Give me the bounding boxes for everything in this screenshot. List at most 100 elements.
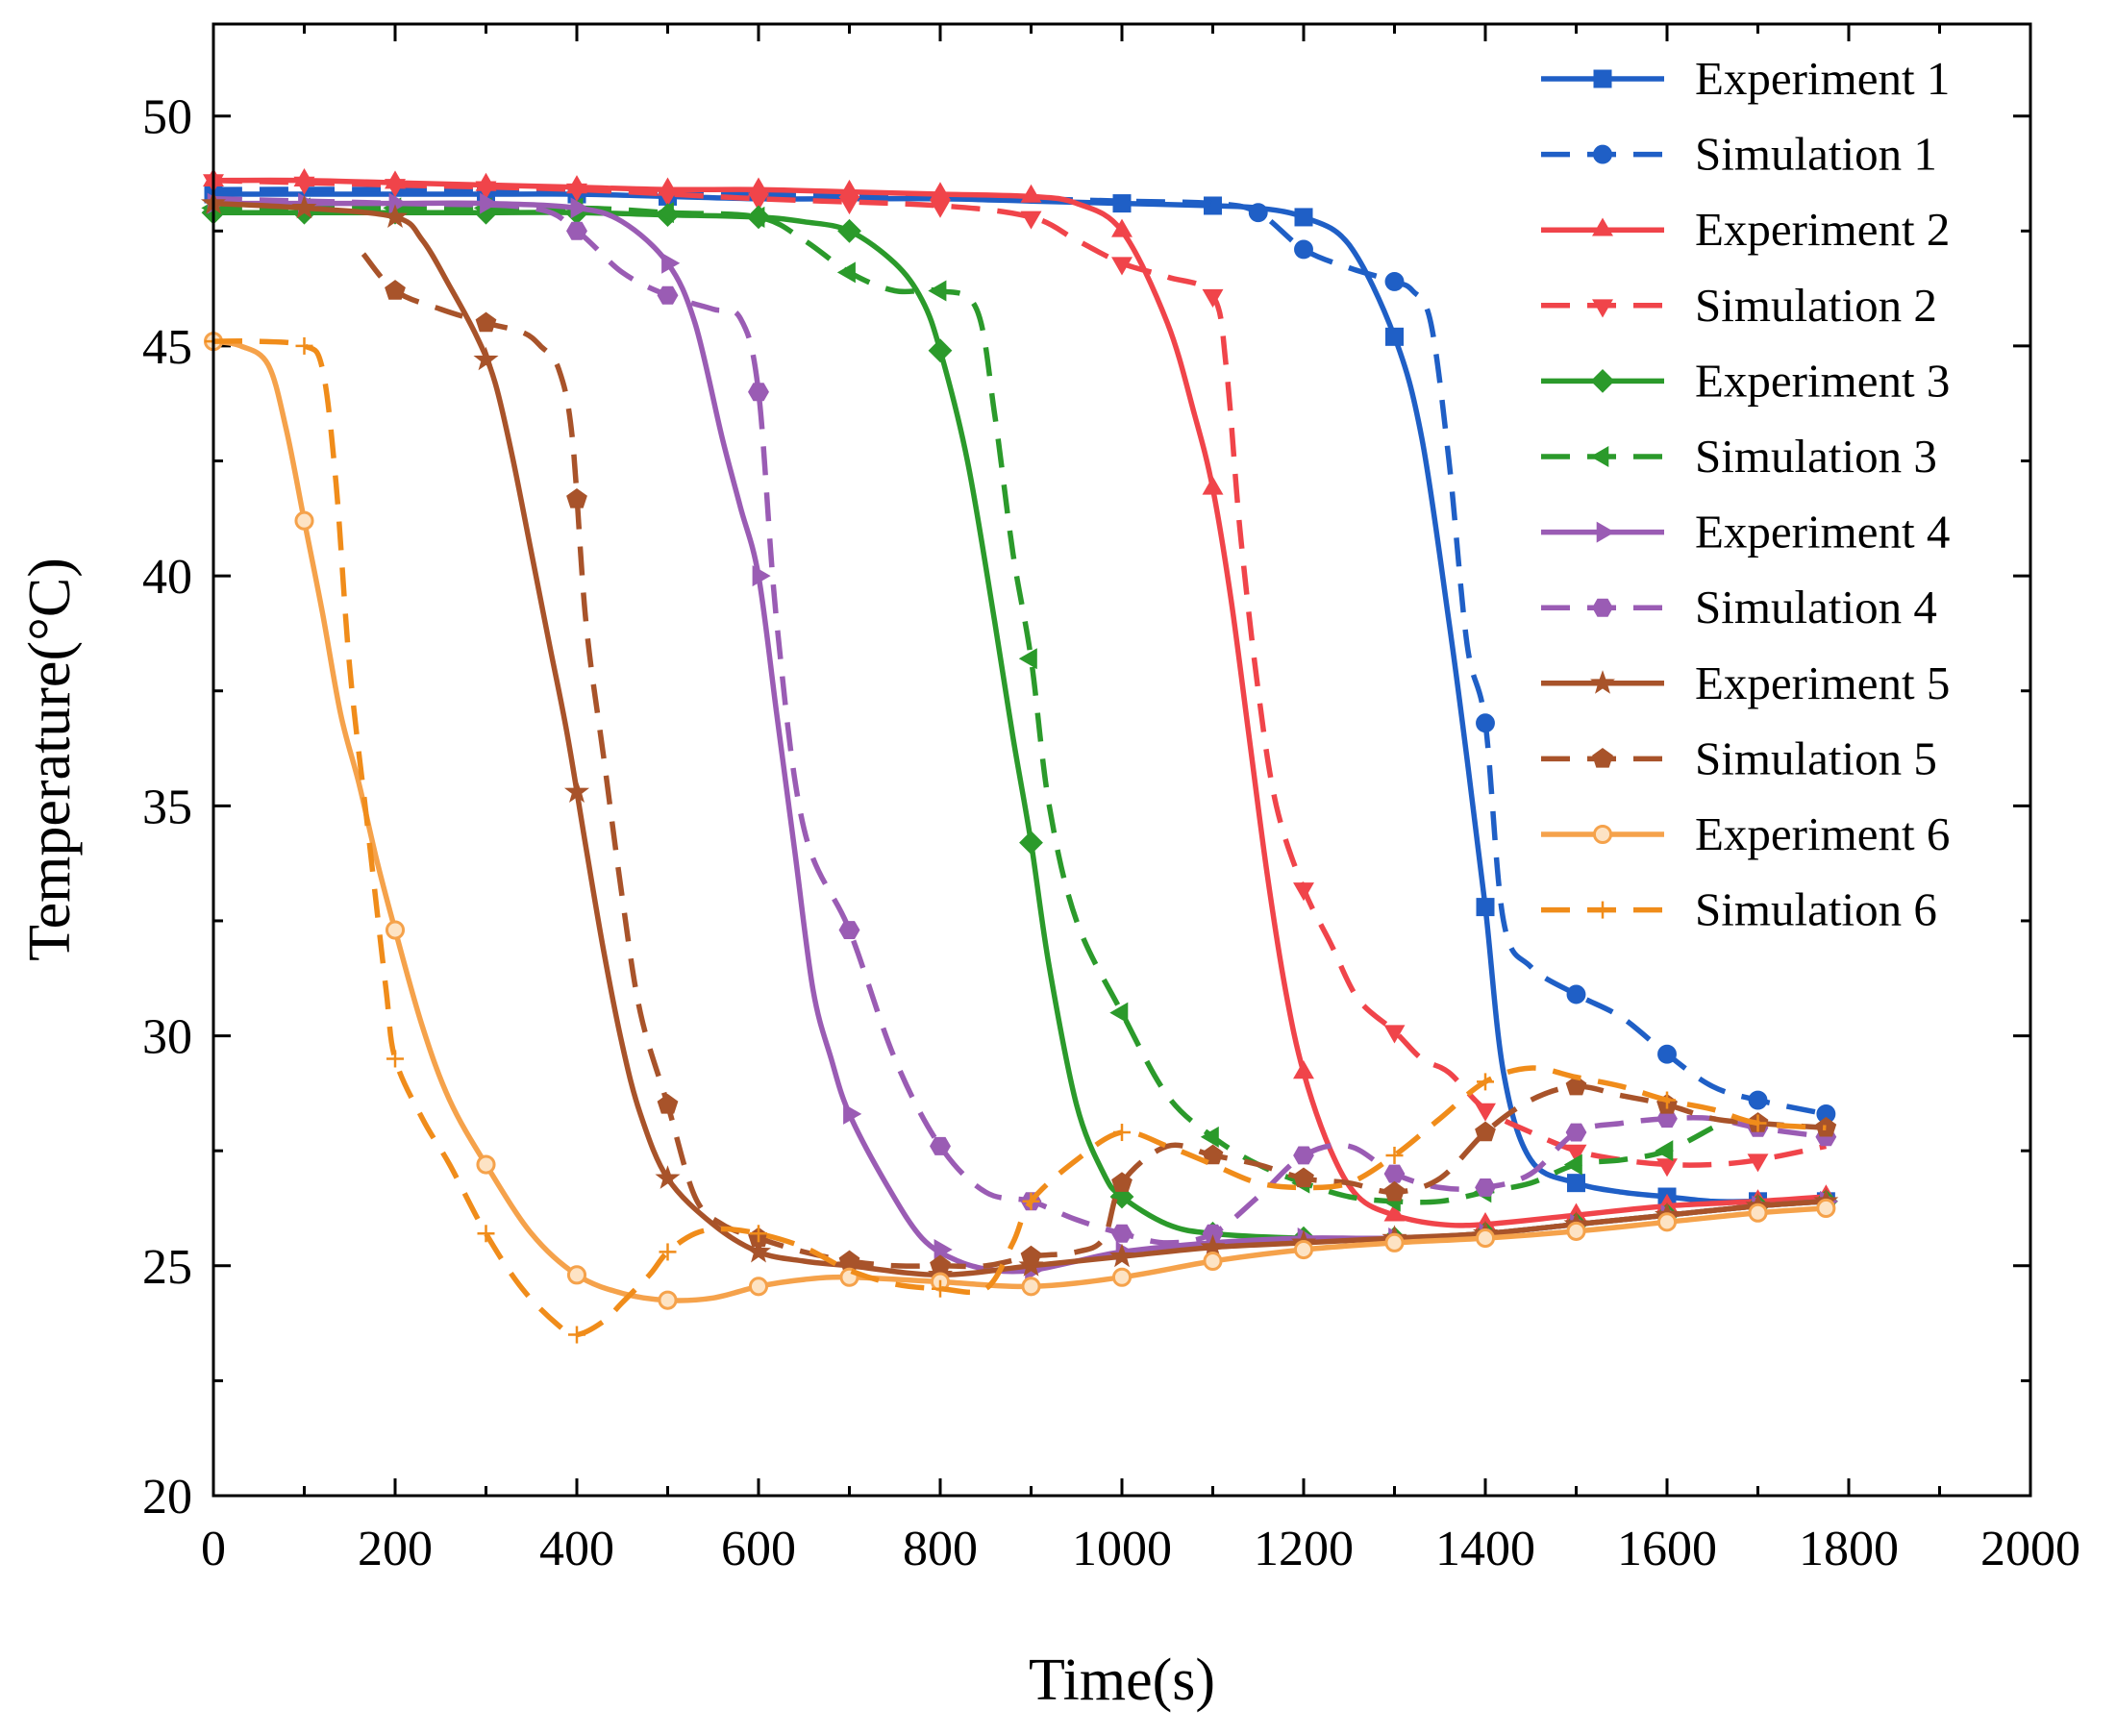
data-point: [1293, 1167, 1314, 1188]
data-point: [748, 192, 769, 211]
data-point: [566, 183, 587, 202]
legend-item: Simulation 5: [1541, 732, 1937, 784]
data-point: [838, 1250, 860, 1271]
data-point: [1749, 1114, 1767, 1132]
data-point: [294, 510, 314, 531]
data-point: [570, 197, 589, 219]
legend-label: Simulation 4: [1695, 581, 1937, 633]
data-point: [843, 1103, 862, 1125]
legend-marker: [1592, 824, 1613, 845]
legend-item: Experiment 1: [1541, 52, 1950, 105]
data-point: [1202, 1224, 1224, 1243]
series-line: [212, 338, 1827, 1303]
data-point: [1384, 271, 1405, 291]
data-point: [745, 1238, 772, 1263]
data-point: [1294, 239, 1313, 260]
data-point: [1293, 1146, 1314, 1165]
data-point: [1475, 1121, 1496, 1142]
data-point: [1658, 1091, 1676, 1109]
series-simulation-6: [205, 333, 1827, 1344]
legend-item: Experiment 4: [1541, 506, 1950, 558]
data-point: [1111, 1224, 1133, 1243]
data-point: [1816, 1198, 1836, 1219]
legend-label: Experiment 6: [1695, 807, 1950, 860]
data-point: [1021, 1277, 1041, 1297]
data-point: [385, 920, 406, 940]
data-point: [1385, 327, 1404, 346]
x-tick-label: 1600: [1617, 1522, 1717, 1576]
data-point: [480, 192, 499, 214]
data-point: [1475, 1103, 1496, 1122]
data-point: [1383, 1164, 1406, 1183]
legend-item: Simulation 4: [1541, 581, 1937, 633]
x-tick-label: 1400: [1435, 1522, 1535, 1576]
y-tick-label: 40: [142, 550, 192, 605]
data-point: [1111, 1172, 1133, 1192]
data-point: [477, 1225, 495, 1243]
data-point: [563, 779, 590, 804]
axis-ticks: [212, 24, 2032, 1498]
data-point: [1566, 984, 1586, 1004]
series-line: [212, 337, 1827, 1338]
data-point: [1020, 184, 1042, 203]
legend-label: Simulation 2: [1695, 279, 1937, 332]
y-tick-label: 20: [142, 1470, 192, 1525]
data-point: [1111, 218, 1133, 237]
series-layer: [200, 167, 1839, 1344]
data-point: [1475, 1228, 1496, 1249]
y-tick-label: 30: [142, 1010, 192, 1065]
legend-label: Experiment 5: [1695, 657, 1950, 709]
data-point: [1019, 831, 1043, 856]
series-line: [212, 191, 1827, 1204]
series-line: [212, 186, 1827, 1117]
legend-marker: [1592, 747, 1613, 768]
legend-label: Experiment 1: [1695, 52, 1950, 105]
legend-label: Experiment 4: [1695, 506, 1950, 558]
data-point: [748, 1277, 769, 1297]
legend-marker: [1590, 446, 1609, 467]
data-point: [930, 1136, 951, 1155]
legend-item: Simulation 6: [1541, 883, 1937, 936]
data-point: [658, 1290, 678, 1310]
data-point: [1476, 898, 1495, 917]
data-point: [1020, 1245, 1042, 1266]
data-point: [748, 383, 769, 402]
data-point: [1202, 476, 1224, 495]
series-simulation-5: [361, 252, 1837, 1275]
data-point: [566, 221, 587, 240]
data-point: [1475, 1178, 1496, 1197]
legend-marker: [1594, 901, 1611, 919]
data-point: [1476, 713, 1495, 733]
legend-marker: [1593, 69, 1612, 88]
data-point: [293, 176, 315, 195]
legend-label: Simulation 6: [1695, 883, 1937, 936]
data-point: [748, 177, 769, 196]
data-point: [475, 311, 497, 333]
data-point: [752, 565, 771, 587]
legend-item: Experiment 6: [1541, 807, 1950, 860]
data-point: [1294, 208, 1313, 227]
data-point: [657, 1093, 679, 1114]
legend-marker: [1593, 144, 1612, 164]
data-point: [657, 285, 679, 305]
data-point: [1202, 1144, 1224, 1165]
data-point: [1656, 1158, 1678, 1178]
data-point: [1385, 1146, 1404, 1164]
x-tick-label: 1000: [1072, 1522, 1172, 1576]
x-tick-label: 0: [201, 1522, 226, 1576]
data-point: [382, 204, 409, 229]
data-point: [928, 338, 953, 363]
legend-marker: [1592, 598, 1613, 617]
data-point: [1383, 1025, 1406, 1044]
data-point: [657, 187, 679, 207]
data-point: [1747, 1153, 1769, 1173]
x-tick-label: 600: [721, 1522, 796, 1576]
data-point: [1748, 1090, 1768, 1110]
legend-label: Experiment 3: [1695, 354, 1950, 407]
series-experiment-5: [200, 189, 1839, 1286]
data-point: [659, 1243, 677, 1261]
legend-marker: [1596, 521, 1615, 543]
x-axis-title: Time(s): [1029, 1648, 1215, 1713]
data-point: [566, 487, 587, 508]
data-point: [661, 252, 681, 274]
